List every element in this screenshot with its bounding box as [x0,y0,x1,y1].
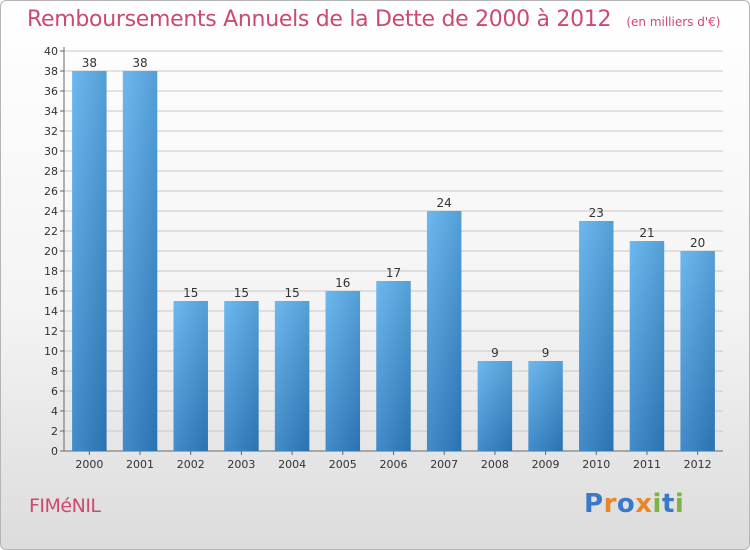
logo-letter: x [635,489,653,519]
y-tick-label: 10 [44,345,58,358]
y-tick-label: 14 [44,305,58,318]
data-label: 23 [589,206,604,220]
y-tick-label: 2 [51,425,58,438]
labels: 0246810121416182022242628303234363840382… [44,45,712,471]
y-tick-label: 6 [51,385,58,398]
data-label: 38 [82,56,97,70]
x-tick-label: 2005 [329,458,357,471]
x-tick-label: 2003 [227,458,255,471]
y-tick-label: 8 [51,365,58,378]
y-tick-label: 16 [44,285,58,298]
y-tick-label: 30 [44,145,58,158]
bar-shade [122,71,158,451]
logo-letter: i [674,489,685,519]
x-tick-label: 2006 [380,458,408,471]
bars [72,71,715,451]
data-label: 16 [335,276,350,290]
title-row: Remboursements Annuels de la Dette de 20… [27,7,720,32]
y-tick-label: 26 [44,185,58,198]
y-tick-label: 0 [51,445,58,458]
bar-shade [579,221,614,451]
proxiti-logo: Proxiti [584,489,684,519]
data-label: 15 [284,286,299,300]
data-label: 9 [542,346,550,360]
y-tick-label: 12 [44,325,58,338]
bar-shade [274,301,310,451]
x-tick-label: 2010 [582,458,610,471]
x-tick-label: 2008 [481,458,509,471]
bar-shade [426,211,462,451]
y-tick-label: 36 [44,85,58,98]
logo-letter: P [584,489,604,519]
logo-letter: t [661,489,675,519]
data-label: 9 [491,346,499,360]
commune-name: FIMéNIL [29,495,101,517]
logo-letter: i [652,489,662,519]
y-tick-label: 18 [44,265,58,278]
chart-unit: (en milliers d'€) [626,15,721,29]
bar-shade [477,361,513,451]
y-tick-label: 20 [44,245,58,258]
logo-letter: o [616,489,636,519]
x-tick-label: 2001 [126,458,154,471]
y-tick-label: 32 [44,125,58,138]
bar-shade [224,301,259,451]
y-tick-label: 38 [44,65,58,78]
bar-shade [173,301,208,451]
data-label: 15 [234,286,249,300]
y-tick-label: 28 [44,165,58,178]
x-tick-label: 2004 [278,458,306,471]
y-tick-label: 24 [44,205,58,218]
data-label: 21 [639,226,654,240]
bar-shade [528,361,563,451]
data-label: 38 [132,56,147,70]
data-label: 17 [386,266,401,280]
logo-letter: r [603,489,617,519]
x-tick-label: 2012 [684,458,712,471]
bar-shade [325,291,361,451]
x-tick-label: 2011 [633,458,661,471]
bar-shade [629,241,665,451]
y-tick-label: 34 [44,105,58,118]
x-tick-label: 2002 [177,458,205,471]
y-tick-label: 4 [51,405,58,418]
data-label: 15 [183,286,198,300]
data-label: 20 [690,236,705,250]
bar-shade [680,251,715,451]
chart-title: Remboursements Annuels de la Dette de 20… [27,7,612,32]
x-tick-label: 2000 [75,458,103,471]
y-tick-label: 40 [44,45,58,58]
y-tick-label: 22 [44,225,58,238]
data-label: 24 [437,196,452,210]
bar-shade [376,281,411,451]
bar-shade [72,71,107,451]
x-tick-label: 2009 [532,458,560,471]
x-tick-label: 2007 [430,458,458,471]
